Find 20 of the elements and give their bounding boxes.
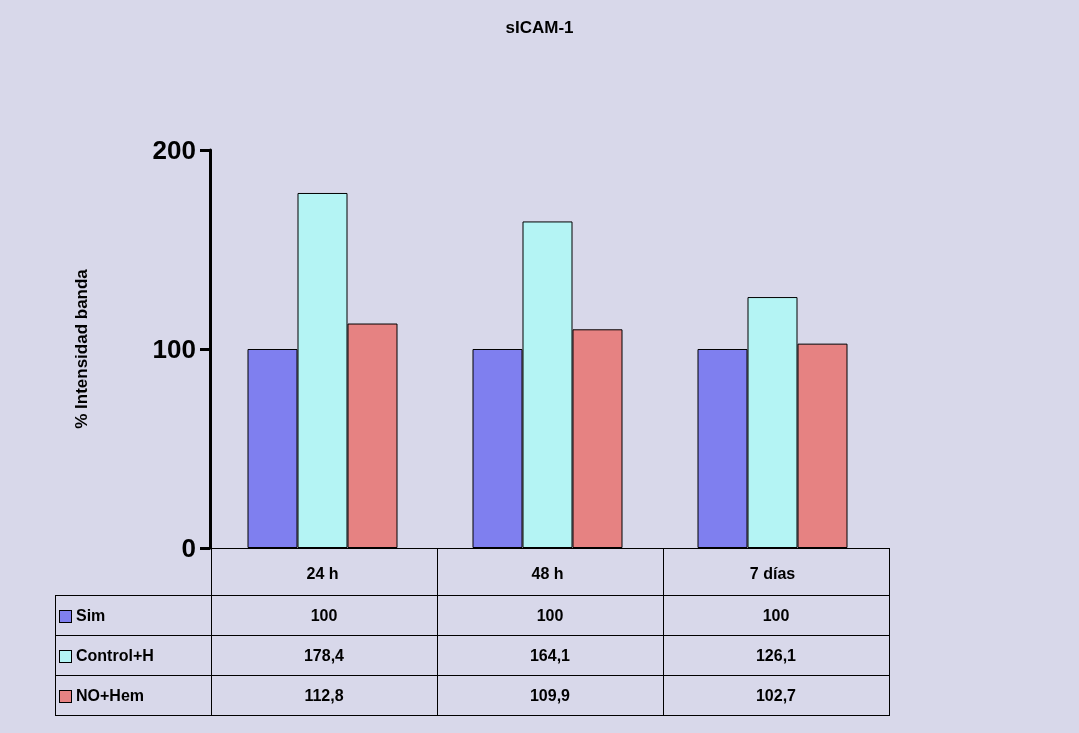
- data-label: 100: [663, 595, 889, 636]
- data-label: 178,4: [211, 635, 437, 676]
- data-label: 126,1: [663, 635, 889, 676]
- x-tick-label: 24 h: [306, 564, 339, 582]
- data-label: 112,8: [211, 675, 437, 716]
- chart-title: sICAM-1: [505, 18, 574, 37]
- y-tick-label: 0: [181, 533, 196, 563]
- y-tick-label: 100: [152, 334, 196, 364]
- data-label: 164,1: [437, 635, 663, 676]
- y-tick-label: 200: [152, 135, 196, 165]
- y-axis-title: % Intensidad banda: [72, 268, 91, 429]
- x-tick-label: 48 h: [531, 564, 564, 582]
- legend-label: Control+H: [55, 635, 211, 676]
- legend-label: Sim: [55, 595, 211, 636]
- x-tick-label: 7 días: [749, 564, 796, 582]
- data-label: 109,9: [437, 675, 663, 716]
- legend-label: NO+Hem: [55, 675, 211, 716]
- data-label: 100: [211, 595, 437, 636]
- data-label: 100: [437, 595, 663, 636]
- data-label: 102,7: [663, 675, 889, 716]
